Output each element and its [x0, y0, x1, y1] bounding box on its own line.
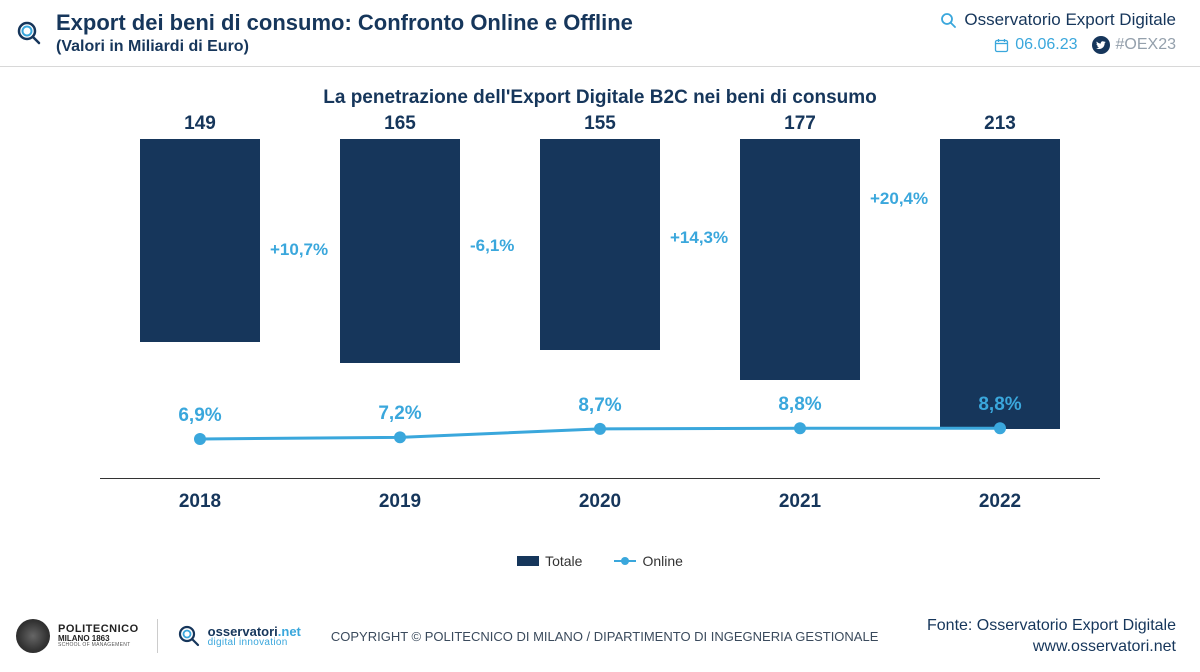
legend-label-totale: Totale: [545, 553, 582, 569]
bar-slot: 165: [300, 139, 500, 478]
hashtag-block: #OEX23: [1092, 36, 1176, 54]
oss-l2: digital innovation: [208, 638, 301, 648]
legend-label-online: Online: [642, 553, 682, 569]
page-title: Export dei beni di consumo: Confronto On…: [56, 10, 633, 36]
copyright: COPYRIGHT © POLITECNICO DI MILANO / DIPA…: [321, 629, 907, 644]
bar-slot: 155: [500, 139, 700, 478]
legend-swatch-line: [614, 560, 636, 562]
line-point-label: 7,2%: [350, 403, 450, 425]
source-l1: Fonte: Osservatorio Export Digitale: [927, 615, 1176, 637]
osservatori-icon: [178, 625, 200, 647]
bar: 213: [940, 139, 1060, 429]
bar: 177: [740, 139, 860, 380]
meta-line: 06.06.23 #OEX23: [940, 36, 1176, 54]
bar-slot: 213: [900, 139, 1100, 478]
x-tick: 2019: [300, 491, 500, 513]
x-tick: 2018: [100, 491, 300, 513]
bar-group: 149 165 155 177 213: [100, 139, 1100, 478]
x-tick: 2022: [900, 491, 1100, 513]
twitter-icon: [1092, 36, 1110, 54]
magnifier-icon: [16, 20, 42, 46]
source: Fonte: Osservatorio Export Digitale www.…: [927, 615, 1176, 658]
bar: 149: [140, 139, 260, 342]
oss-l1: osservatori.net: [208, 625, 301, 638]
chart-title: La penetrazione dell'Export Digitale B2C…: [40, 87, 1160, 109]
bar: 165: [340, 139, 460, 363]
bar-value: 177: [740, 113, 860, 135]
line-point-label: 6,9%: [150, 405, 250, 427]
osservatori-text: osservatori.net digital innovation: [208, 625, 301, 648]
chart-area: La penetrazione dell'Export Digitale B2C…: [0, 67, 1200, 547]
header: Export dei beni di consumo: Confronto On…: [0, 0, 1200, 67]
magnifier-small-icon: [940, 12, 956, 28]
legend: Totale Online: [40, 553, 1160, 569]
calendar-icon: [994, 38, 1009, 53]
title-block: Export dei beni di consumo: Confronto On…: [56, 10, 633, 56]
line-point-label: 8,8%: [950, 394, 1050, 416]
bar: 155: [540, 139, 660, 350]
footer: POLITECNICO MILANO 1863 SCHOOL OF MANAGE…: [0, 605, 1200, 672]
page-subtitle: (Valori in Miliardi di Euro): [56, 38, 633, 56]
source-l2: www.osservatori.net: [927, 636, 1176, 658]
x-tick: 2021: [700, 491, 900, 513]
bar-value: 165: [340, 113, 460, 135]
bar-slot: 149: [100, 139, 300, 478]
osservatori-logo: osservatori.net digital innovation: [178, 625, 301, 648]
legend-totale: Totale: [517, 553, 582, 569]
legend-online: Online: [614, 553, 682, 569]
x-tick: 2020: [500, 491, 700, 513]
header-left: Export dei beni di consumo: Confronto On…: [16, 10, 633, 56]
date-text: 06.06.23: [1015, 36, 1077, 54]
bar-value: 149: [140, 113, 260, 135]
growth-label: +14,3%: [670, 228, 728, 248]
line-point-label: 8,7%: [550, 395, 650, 417]
org-name: Osservatorio Export Digitale: [964, 10, 1176, 30]
bar-value: 213: [940, 113, 1060, 135]
poli-l3: SCHOOL OF MANAGEMENT: [58, 643, 139, 648]
hashtag-text: #OEX23: [1116, 36, 1176, 54]
politecnico-text: POLITECNICO MILANO 1863 SCHOOL OF MANAGE…: [58, 624, 139, 648]
growth-label: +20,4%: [870, 189, 928, 209]
x-axis: 20182019202020212022: [100, 491, 1100, 513]
growth-label: +10,7%: [270, 240, 328, 260]
politecnico-logo: POLITECNICO MILANO 1863 SCHOOL OF MANAGE…: [16, 619, 158, 653]
legend-swatch-bar: [517, 556, 539, 566]
header-right: Osservatorio Export Digitale 06.06.23 #O…: [940, 10, 1176, 54]
politecnico-seal-icon: [16, 619, 50, 653]
line-point-label: 8,8%: [750, 394, 850, 416]
plot: 149 165 155 177 213 +10,7% -6,1% +14,3% +20,4% 6…: [100, 139, 1100, 479]
bar-value: 155: [540, 113, 660, 135]
growth-label: -6,1%: [470, 236, 514, 256]
org-line: Osservatorio Export Digitale: [940, 10, 1176, 30]
date: 06.06.23: [994, 36, 1077, 54]
